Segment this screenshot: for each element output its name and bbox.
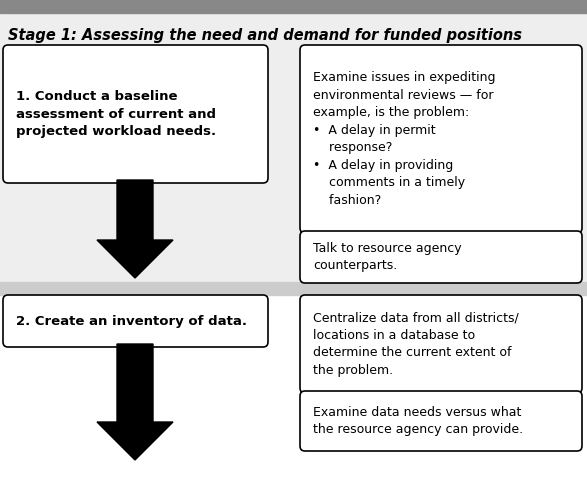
Text: Stage 1: Assessing the need and demand for funded positions: Stage 1: Assessing the need and demand f… xyxy=(8,28,522,43)
FancyBboxPatch shape xyxy=(3,45,268,183)
Bar xyxy=(0,0,587,13)
Bar xyxy=(0,282,587,295)
Polygon shape xyxy=(97,344,173,460)
Text: Examine issues in expediting
environmental reviews — for
example, is the problem: Examine issues in expediting environment… xyxy=(313,71,495,207)
Text: 1. Conduct a baseline
assessment of current and
projected workload needs.: 1. Conduct a baseline assessment of curr… xyxy=(16,90,216,138)
Text: Examine data needs versus what
the resource agency can provide.: Examine data needs versus what the resou… xyxy=(313,406,523,436)
Text: Talk to resource agency
counterparts.: Talk to resource agency counterparts. xyxy=(313,242,461,272)
Text: 2. Create an inventory of data.: 2. Create an inventory of data. xyxy=(16,314,247,327)
FancyBboxPatch shape xyxy=(3,295,268,347)
Polygon shape xyxy=(97,180,173,278)
FancyBboxPatch shape xyxy=(300,45,582,233)
Bar xyxy=(0,13,587,285)
Text: Centralize data from all districts/
locations in a database to
determine the cur: Centralize data from all districts/ loca… xyxy=(313,311,519,377)
FancyBboxPatch shape xyxy=(300,231,582,283)
FancyBboxPatch shape xyxy=(300,295,582,393)
FancyBboxPatch shape xyxy=(300,391,582,451)
Bar xyxy=(0,295,587,480)
